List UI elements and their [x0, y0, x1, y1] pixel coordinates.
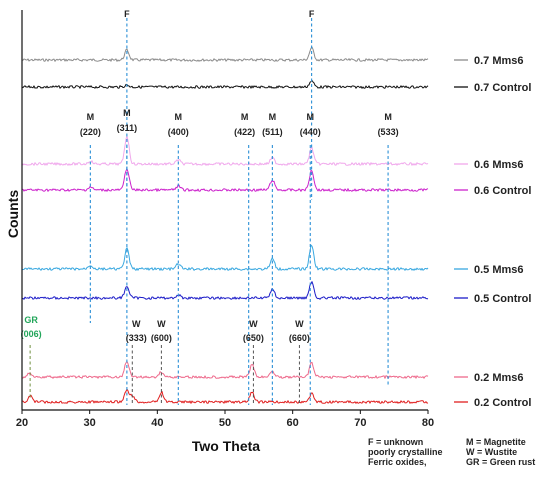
- w-hkl-600: (600): [151, 333, 172, 343]
- x-tick-label-70: 70: [354, 417, 366, 429]
- m-hkl-400: (400): [168, 127, 189, 137]
- legend-label-0-7-control: 0.7 Control: [474, 82, 531, 94]
- legend-label-0-2-mms6: 0.2 Mms6: [474, 372, 524, 384]
- m-label-440: M: [307, 112, 315, 122]
- m-label-533: M: [384, 112, 392, 122]
- trace-layer: [21, 46, 429, 404]
- legend-label-0-2-control: 0.2 Control: [474, 397, 531, 409]
- key-wustite: W = Wustite: [466, 447, 518, 457]
- key-f-line-3: Ferric oxides,: [368, 457, 427, 467]
- w-label-600: W: [157, 319, 166, 329]
- trace-0-5-mms6: [21, 244, 429, 271]
- f-label-1: F: [124, 9, 130, 19]
- w-label-333: W: [132, 319, 141, 329]
- legend-label-0-7-mms6: 0.7 Mms6: [474, 55, 524, 67]
- m-label-400: M: [175, 112, 183, 122]
- x-tick-label-80: 80: [422, 417, 434, 429]
- x-tick-label-60: 60: [287, 417, 299, 429]
- key-f-line-2: poorly crystalline: [368, 447, 443, 457]
- peak-line-layer: [29, 18, 389, 405]
- trace-0-7-control: [21, 80, 429, 89]
- m-label-220: M: [87, 112, 95, 122]
- legend-label-0-6-mms6: 0.6 Mms6: [474, 159, 524, 171]
- y-axis-title: Counts: [5, 190, 21, 238]
- w-label-650: W: [249, 319, 258, 329]
- legend-label-0-6-control: 0.6 Control: [474, 185, 531, 197]
- x-tick-label-40: 40: [151, 417, 163, 429]
- trace-0-7-mms6: [21, 46, 429, 62]
- w-label-660: W: [295, 319, 304, 329]
- trace-0-2-control: [22, 388, 429, 404]
- m-hkl-422: (422): [234, 127, 255, 137]
- w-hkl-660: (660): [289, 333, 310, 343]
- x-axis-title: Two Theta: [192, 438, 260, 454]
- m-hkl-220: (220): [80, 127, 101, 137]
- m-hkl-533: (533): [378, 127, 399, 137]
- legend: 0.7 Mms6 0.7 Control 0.6 Mms6 0.6 Control 0.…: [454, 55, 531, 409]
- legend-label-0-5-control: 0.5 Control: [474, 293, 531, 305]
- trace-0-2-mms6: [21, 360, 429, 379]
- gr-hkl: (006): [21, 329, 42, 339]
- trace-0-6-control: [22, 168, 429, 192]
- key-magnetite: M = Magnetite: [466, 437, 526, 447]
- x-tick-label-20: 20: [16, 417, 28, 429]
- m-label-511: M: [269, 112, 277, 122]
- legend-label-0-5-mms6: 0.5 Mms6: [474, 264, 524, 276]
- m-hkl-440: (440): [300, 127, 321, 137]
- m-label-311: M: [123, 108, 131, 118]
- w-hkl-333: (333): [126, 333, 147, 343]
- trace-0-6-mms6: [21, 135, 429, 166]
- annotation-layer: F F M (220) M (311) M (400) M (422) M (511) M (440) M (…: [21, 9, 399, 343]
- gr-label: GR: [24, 315, 38, 325]
- key-right: M = Magnetite W = Wustite GR = Green rus…: [466, 437, 535, 467]
- key-green-rust: GR = Green rust: [466, 457, 536, 467]
- trace-0-5-control: [21, 281, 429, 300]
- x-tick-label-50: 50: [219, 417, 231, 429]
- m-label-422: M: [241, 112, 249, 122]
- x-axis: 20 30 40 50 60 70 80: [16, 10, 434, 429]
- m-hkl-311: (311): [117, 123, 138, 133]
- m-hkl-511: (511): [262, 127, 283, 137]
- f-label-2: F: [309, 9, 315, 19]
- key-left: F = unknown poorly crystalline Ferric ox…: [368, 437, 443, 467]
- w-hkl-650: (650): [243, 333, 264, 343]
- x-tick-label-30: 30: [84, 417, 96, 429]
- key-f-line-1: F = unknown: [368, 437, 424, 447]
